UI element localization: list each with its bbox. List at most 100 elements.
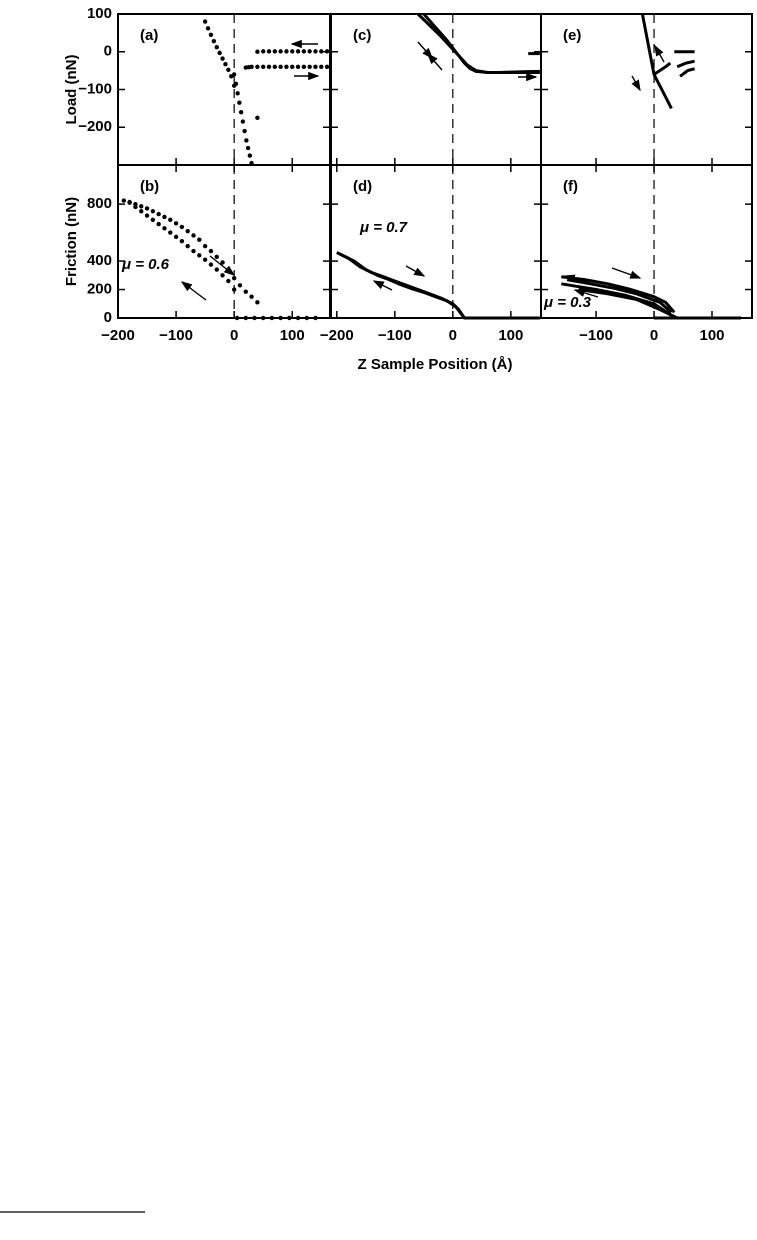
point (202, 243, 208, 249)
point (220, 273, 225, 278)
panel-label: (e) (563, 27, 581, 44)
point (284, 64, 289, 70)
line (416, 12, 540, 74)
point (235, 91, 240, 96)
x-tick-label: −200 (320, 327, 354, 344)
point (162, 214, 167, 220)
point (307, 64, 312, 70)
arrow (611, 267, 642, 279)
point (269, 315, 275, 321)
point (261, 64, 266, 70)
point (243, 289, 248, 294)
point (295, 315, 301, 321)
point (237, 283, 243, 288)
point (238, 109, 244, 115)
point (168, 217, 173, 222)
point (133, 204, 138, 210)
arrows (180, 39, 665, 301)
panel-label: (d) (353, 178, 372, 195)
point (252, 315, 257, 321)
point (231, 275, 237, 281)
point (156, 221, 161, 227)
point (214, 254, 219, 259)
arrow (209, 255, 236, 276)
line (561, 275, 676, 314)
point (249, 294, 254, 299)
y-tick-label: 800 (87, 195, 112, 212)
arrow (573, 288, 599, 298)
point (208, 32, 214, 37)
point (244, 138, 249, 143)
panel-label: (a) (140, 27, 158, 44)
point (240, 119, 246, 124)
point (179, 238, 185, 244)
point (156, 211, 161, 217)
point (121, 198, 127, 203)
point (214, 267, 219, 272)
point (127, 200, 132, 205)
y-tick-label: 400 (87, 252, 112, 269)
point (191, 248, 196, 254)
point (324, 64, 330, 70)
point (208, 262, 214, 267)
point (226, 67, 231, 73)
point (197, 237, 202, 242)
point (144, 213, 150, 218)
point (139, 204, 144, 209)
point (185, 228, 190, 234)
line (676, 59, 695, 69)
x-tick-label: −100 (378, 327, 412, 344)
point (313, 49, 318, 54)
x-tick-label: 0 (650, 327, 658, 344)
point (255, 49, 260, 54)
point (278, 64, 283, 70)
point (319, 64, 324, 70)
point (179, 224, 185, 230)
point (220, 56, 225, 61)
arrow (405, 265, 426, 277)
arrow (372, 280, 393, 291)
line (422, 13, 540, 74)
panel-label: (b) (140, 178, 159, 195)
point (185, 243, 190, 249)
point (231, 72, 237, 77)
point (208, 248, 214, 254)
point (173, 234, 179, 240)
point (168, 230, 173, 235)
point (278, 315, 283, 321)
point (301, 64, 307, 70)
panel-label: (c) (353, 27, 371, 44)
point (287, 315, 292, 321)
x-tick-label: −200 (101, 327, 135, 344)
line (339, 252, 466, 319)
y-tick-label: −200 (78, 118, 112, 135)
y-tick-label: 200 (87, 281, 112, 298)
point (261, 49, 266, 54)
point (150, 217, 156, 222)
point (226, 278, 231, 284)
line (561, 282, 673, 317)
point (231, 287, 237, 292)
annotation: μ = 0.3 (543, 294, 592, 311)
annotation: μ = 0.6 (121, 256, 170, 273)
point (223, 62, 228, 67)
point (255, 300, 260, 305)
point (150, 209, 156, 214)
point (139, 209, 144, 214)
line (336, 251, 540, 320)
line (578, 288, 678, 320)
x-tick-label: 0 (449, 327, 457, 344)
panel-label: (f) (563, 178, 578, 195)
point (278, 49, 283, 54)
point (214, 45, 219, 50)
annotation: μ = 0.7 (359, 219, 408, 236)
point (226, 267, 231, 272)
point (247, 153, 253, 158)
line (652, 73, 673, 110)
point (284, 49, 289, 54)
point (324, 49, 330, 54)
x-tick-label: 100 (280, 327, 305, 344)
point (234, 315, 240, 321)
